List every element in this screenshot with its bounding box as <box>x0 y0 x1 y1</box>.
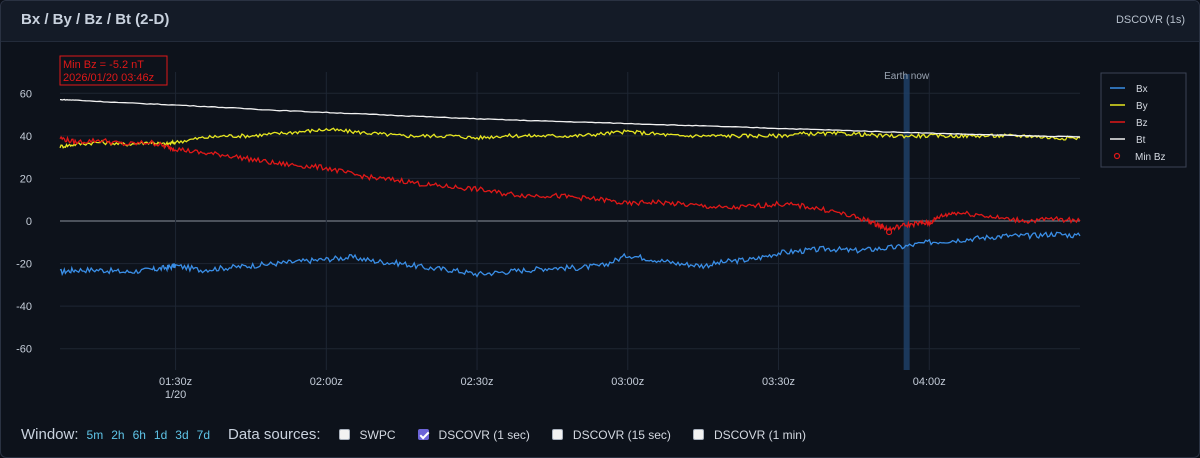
y-tick-label: 0 <box>26 216 32 228</box>
chart-grid <box>60 72 1080 370</box>
data-source-checkbox[interactable] <box>417 429 429 440</box>
data-source-checkbox[interactable] <box>338 429 350 440</box>
chart-legend: Bx By Bz Bt Min Bz <box>1100 72 1187 168</box>
window-option-1d[interactable]: 1d <box>153 427 168 442</box>
window-label: Window: <box>21 426 79 443</box>
annotation-line-2: 2026/01/20 03:46z <box>63 72 154 84</box>
x-tick-label: 02:30z <box>461 376 494 388</box>
data-source-option[interactable]: DSCOVR (1 sec) <box>417 427 530 442</box>
x-tick-label: 02:00z <box>310 376 343 388</box>
y-tick-label: -20 <box>16 259 32 271</box>
legend-label: Bt <box>1136 135 1146 146</box>
legend-label: Bz <box>1136 118 1148 129</box>
footer-controls: Window: 5m 2h 6h 1d 3d 7d Data sources: SWPC D… <box>21 426 828 443</box>
data-source-option[interactable]: SWPC <box>338 427 396 442</box>
x-tick-label: 03:30z <box>762 376 795 388</box>
y-tick-label: 20 <box>20 173 32 185</box>
earth-now-label: Earth now <box>884 71 930 82</box>
series-line-by <box>59 127 1081 149</box>
data-sources-label: Data sources: <box>228 426 321 443</box>
data-source-checkbox[interactable] <box>551 429 563 440</box>
window-option-2h[interactable]: 2h <box>111 427 125 442</box>
data-source-label: DSCOVR (1 min) <box>713 427 806 442</box>
data-source-checkbox[interactable] <box>692 429 704 440</box>
chart-title: Bx / By / Bz / Bt (2-D) <box>21 11 170 28</box>
panel-header: Bx / By / Bz / Bt (2-D) DSCOVR (1s) <box>1 1 1199 42</box>
data-source-label: DSCOVR (1s) <box>1115 14 1185 26</box>
data-source-option[interactable]: DSCOVR (1 min) <box>692 427 806 442</box>
window-option-6h[interactable]: 6h <box>132 427 146 442</box>
y-axis-ticks: 60 40 20 0 -20 -40 -60 <box>16 88 32 355</box>
legend-label: Bx <box>1136 84 1148 95</box>
data-source-option[interactable]: DSCOVR (15 sec) <box>551 427 671 442</box>
chart-footer: Window: 5m 2h 6h 1d 3d 7d Data sources: SWPC D… <box>1 416 1199 456</box>
x-tick-label: 03:00z <box>611 376 644 388</box>
data-source-label: SWPC <box>359 427 396 442</box>
y-tick-label: 60 <box>20 88 32 100</box>
y-tick-label: 40 <box>20 131 32 143</box>
data-source-options: SWPC DSCOVR (1 sec) DSCOVR (15 sec) DSCOVR … <box>338 427 828 442</box>
legend-swatch <box>1113 152 1121 160</box>
min-bz-annotation: Min Bz = -5.2 nT 2026/01/20 03:46z <box>59 55 168 86</box>
x-tick-sublabel: 1/20 <box>165 389 186 401</box>
series-line-bt <box>60 98 1081 138</box>
legend-label: Min Bz <box>1135 152 1166 163</box>
legend-label: By <box>1136 101 1148 112</box>
earth-now-marker <box>903 74 910 370</box>
y-tick-label: -60 <box>16 344 32 356</box>
series-line-bz <box>59 135 1081 232</box>
window-option-7d[interactable]: 7d <box>196 427 210 442</box>
min-bz-point <box>885 228 893 236</box>
window-option-3d[interactable]: 3d <box>175 427 189 442</box>
data-source-label: DSCOVR (1 sec) <box>438 427 530 442</box>
annotation-line-1: Min Bz = -5.2 nT <box>63 59 144 71</box>
window-option-5m[interactable]: 5m <box>86 427 104 442</box>
x-tick-label: 01:30z <box>159 376 192 388</box>
series-layer <box>59 98 1081 278</box>
window-options: 5m 2h 6h 1d 3d 7d <box>87 428 218 442</box>
series-line-bx <box>59 231 1081 278</box>
x-tick-label: 04:00z <box>913 376 946 388</box>
data-source-label: DSCOVR (15 sec) <box>572 427 671 442</box>
y-tick-label: -40 <box>16 301 32 313</box>
